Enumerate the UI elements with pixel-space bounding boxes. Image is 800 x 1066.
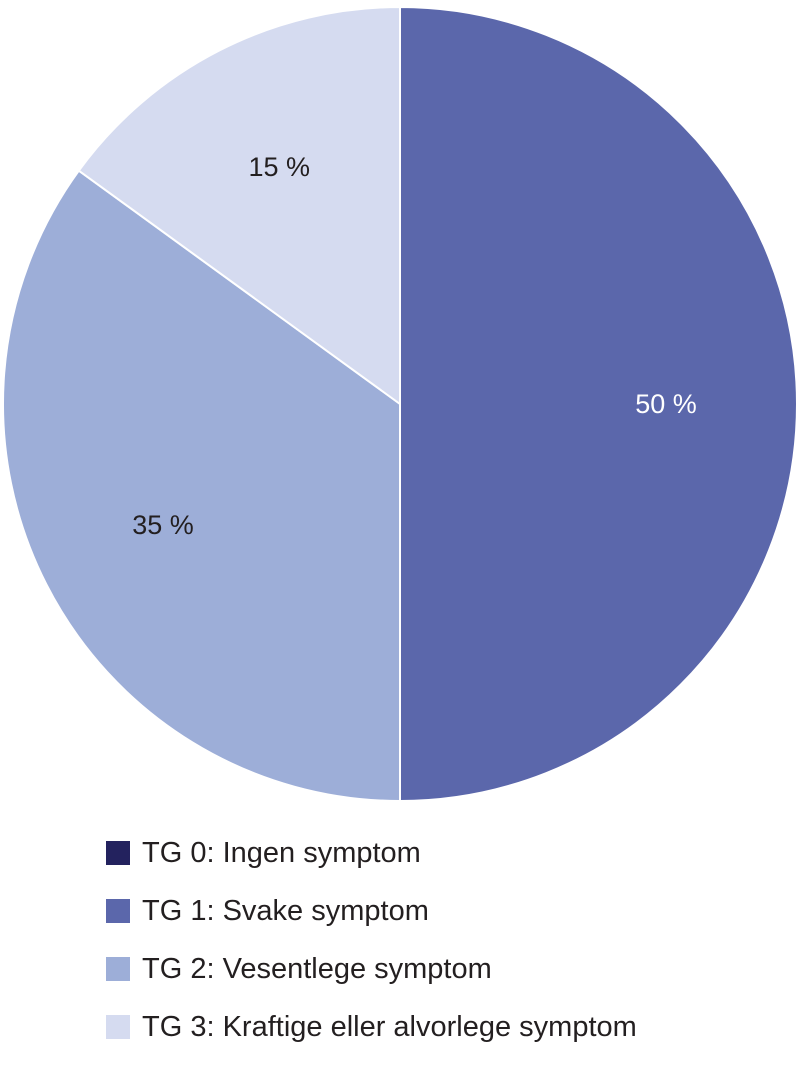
legend-item-1: TG 1: Svake symptom bbox=[106, 892, 637, 930]
legend-swatch-3 bbox=[106, 1015, 130, 1039]
legend-swatch-1 bbox=[106, 899, 130, 923]
legend-item-0: TG 0: Ingen symptom bbox=[106, 834, 637, 872]
pie-slices bbox=[2, 5, 798, 800]
pie-slice-labels: 50 % 35 % 15 % bbox=[132, 152, 697, 540]
legend-label-1: TG 1: Svake symptom bbox=[142, 894, 429, 927]
slice-label-1: 50 % bbox=[635, 389, 697, 419]
pie-slice-2 bbox=[2, 169, 401, 800]
pie-slice-1 bbox=[399, 5, 798, 800]
legend-item-3: TG 3: Kraftige eller alvorlege symptom bbox=[106, 1008, 637, 1046]
pie-slice-3 bbox=[77, 5, 401, 406]
legend-swatch-0 bbox=[106, 841, 130, 865]
legend-label-3: TG 3: Kraftige eller alvorlege symptom bbox=[142, 1010, 637, 1043]
pie-chart: 50 % 35 % 15 % bbox=[2, 5, 798, 800]
legend-label-2: TG 2: Vesentlege symptom bbox=[142, 952, 492, 985]
slice-label-3: 15 % bbox=[248, 152, 310, 182]
legend-label-0: TG 0: Ingen symptom bbox=[142, 836, 421, 869]
slice-label-2: 35 % bbox=[132, 510, 194, 540]
legend-swatch-2 bbox=[106, 957, 130, 981]
legend-item-2: TG 2: Vesentlege symptom bbox=[106, 950, 637, 988]
legend: TG 0: Ingen symptom TG 1: Svake symptom TG… bbox=[106, 834, 637, 1066]
